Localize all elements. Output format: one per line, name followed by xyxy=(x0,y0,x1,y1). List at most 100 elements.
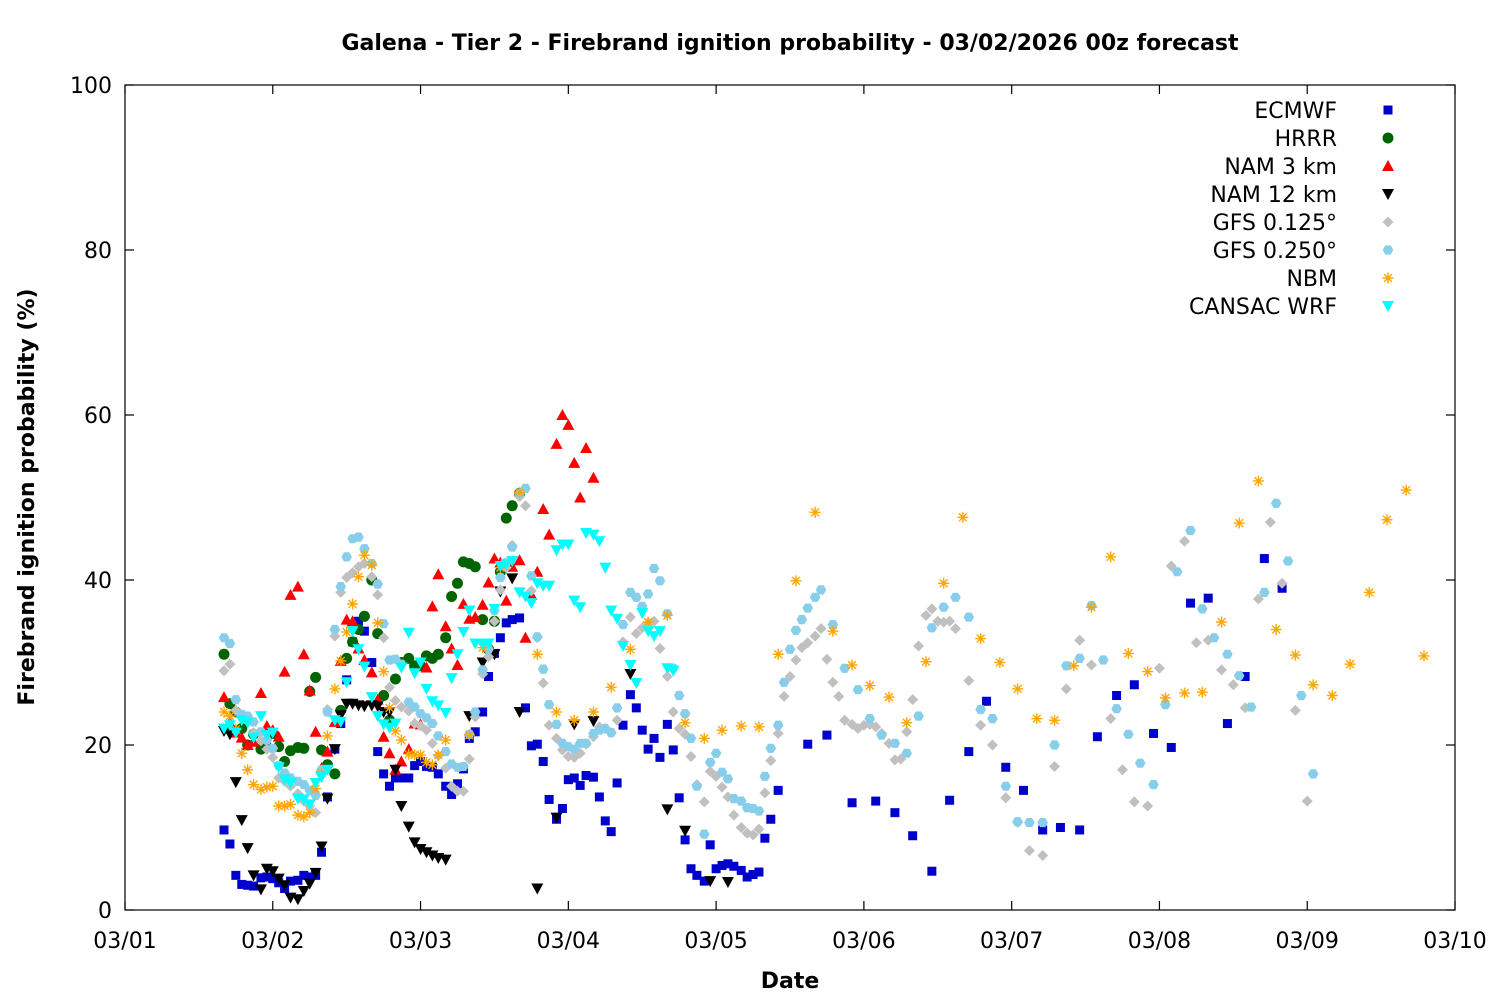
data-point xyxy=(346,626,359,638)
data-point xyxy=(543,700,555,710)
data-point xyxy=(1142,800,1154,812)
data-point xyxy=(432,700,445,712)
axes: 0 20 40 60 80 100 03/01 03/02 03/03 03/04 03/05 03/… xyxy=(70,74,1487,954)
data-point xyxy=(648,563,660,573)
data-point xyxy=(705,840,715,850)
data-point xyxy=(235,815,248,827)
data-point xyxy=(378,632,390,644)
data-point xyxy=(488,552,501,564)
data-point xyxy=(309,777,322,789)
data-point xyxy=(256,873,266,883)
data-point xyxy=(563,775,573,785)
data-point xyxy=(513,587,526,599)
data-point xyxy=(322,707,333,717)
data-point xyxy=(403,652,415,664)
data-point xyxy=(901,717,913,729)
data-point xyxy=(352,644,365,656)
data-point xyxy=(1296,690,1307,701)
data-point xyxy=(685,751,697,763)
data-point xyxy=(1222,649,1233,659)
data-point xyxy=(679,825,692,837)
data-point xyxy=(711,864,721,874)
data-point xyxy=(544,794,554,804)
data-point xyxy=(1037,850,1049,862)
data-point xyxy=(790,575,802,587)
x-tick-label: 03/08 xyxy=(1128,929,1191,954)
data-point xyxy=(389,694,401,706)
x-tick-label: 03/10 xyxy=(1423,929,1486,954)
data-point xyxy=(876,730,887,740)
data-point xyxy=(230,695,242,705)
data-point xyxy=(416,757,426,766)
data-point xyxy=(420,683,433,695)
data-point xyxy=(617,620,629,630)
data-point xyxy=(507,615,517,625)
data-point xyxy=(488,615,500,627)
data-point xyxy=(722,774,734,784)
data-point xyxy=(611,714,623,726)
data-point xyxy=(420,661,433,673)
data-point xyxy=(642,616,654,628)
data-point xyxy=(254,884,267,896)
data-point xyxy=(395,755,408,767)
data-point xyxy=(525,598,538,610)
data-point xyxy=(457,626,470,638)
data-point xyxy=(506,573,519,585)
data-point xyxy=(562,539,575,551)
data-point xyxy=(321,730,333,742)
legend-marker xyxy=(1383,105,1393,115)
data-point xyxy=(1068,660,1080,672)
data-point xyxy=(229,777,242,789)
data-point xyxy=(1216,664,1228,676)
data-point xyxy=(267,780,279,792)
data-point xyxy=(513,707,526,718)
data-point xyxy=(358,549,370,561)
data-point xyxy=(994,657,1006,668)
data-point xyxy=(748,870,758,880)
data-point xyxy=(735,720,747,732)
data-point xyxy=(506,542,518,552)
data-point xyxy=(815,585,827,595)
data-point xyxy=(272,762,285,774)
data-point xyxy=(568,744,580,754)
data-point xyxy=(1000,792,1012,804)
data-point xyxy=(624,669,637,681)
data-point xyxy=(371,701,384,713)
data-point xyxy=(642,626,655,638)
data-point xyxy=(279,800,291,812)
x-tick-label: 03/02 xyxy=(241,929,304,954)
data-point xyxy=(501,618,511,628)
data-point xyxy=(753,806,765,816)
data-point xyxy=(526,741,536,751)
data-point xyxy=(494,584,506,596)
legend-marker xyxy=(1382,160,1394,171)
data-point xyxy=(982,696,992,706)
data-point xyxy=(847,798,857,808)
data-point xyxy=(1129,680,1139,690)
legend-label: CANSAC WRF xyxy=(1189,295,1337,320)
data-point xyxy=(433,769,443,779)
data-point xyxy=(1123,729,1134,739)
x-tick-label: 03/04 xyxy=(537,929,600,954)
data-point xyxy=(551,719,562,729)
data-point xyxy=(908,831,918,841)
data-point xyxy=(760,833,770,843)
data-point xyxy=(477,614,489,626)
data-point xyxy=(383,722,396,734)
data-point xyxy=(1142,666,1154,678)
data-point xyxy=(673,690,685,701)
data-point xyxy=(267,751,279,763)
data-point xyxy=(612,778,622,788)
data-point xyxy=(765,755,777,767)
y-tick-label: 80 xyxy=(84,239,112,264)
data-point xyxy=(674,793,684,803)
data-point xyxy=(218,723,231,735)
data-point xyxy=(1055,823,1065,832)
data-point xyxy=(389,718,402,730)
data-point xyxy=(340,677,353,689)
data-point xyxy=(469,561,481,573)
data-point xyxy=(371,711,384,723)
data-point xyxy=(1105,551,1117,563)
data-point xyxy=(864,714,876,724)
data-point xyxy=(580,738,592,748)
